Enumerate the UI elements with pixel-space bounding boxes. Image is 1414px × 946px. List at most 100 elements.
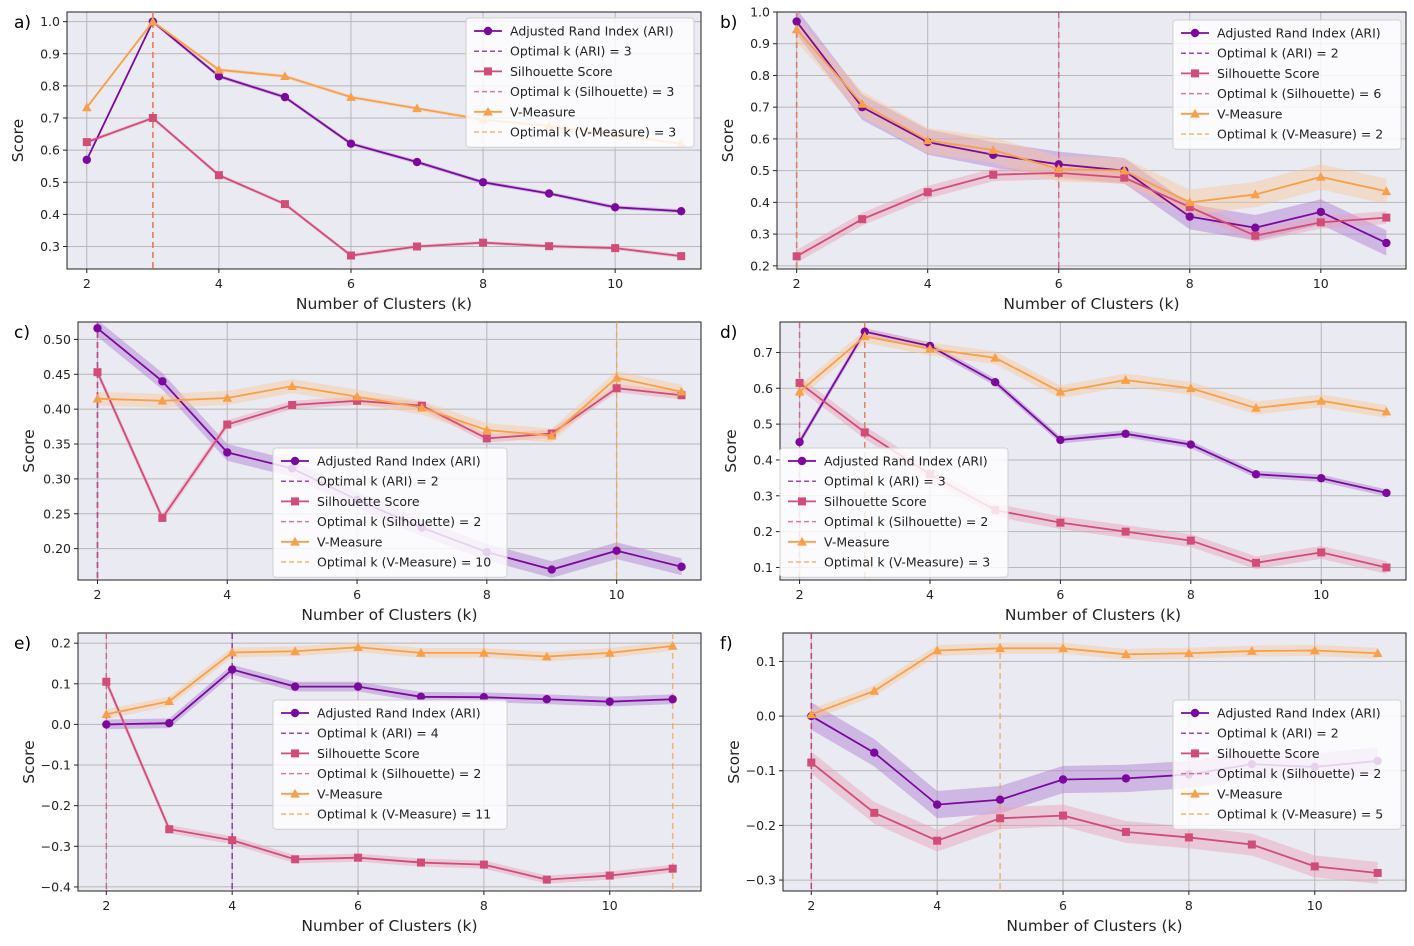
legend-marker-ari [290,456,300,466]
legend-label-ari: Adjusted Rand Index (ARI) [1217,26,1381,41]
data-point-sil [807,758,816,767]
data-point-sil [795,378,804,387]
data-point-vm [1184,197,1195,207]
x-axis-label: Number of Clusters (k) [301,606,477,624]
data-point-vm [1119,165,1130,175]
data-point-sil [353,396,362,405]
data-point-ari [792,17,801,26]
data-point-vm [227,647,237,657]
data-point-ari [544,189,554,198]
panel-label: d) [720,323,737,343]
x-tick-label: 4 [926,587,934,602]
data-point-vm [1381,186,1392,196]
data-point-ari [82,155,92,164]
series-line-vm [97,376,682,437]
panel-e: e) 2 4 6 8 10 −0.4 −0.3 −0.2 −0.1 0.0 0.1 0.2 Number … [14,632,702,935]
y-tick-label: 0.2 [753,524,773,539]
panel-label: b) [720,13,737,33]
data-point-ari [214,72,224,81]
data-point-sil [996,814,1005,823]
y-tick-label: 0.4 [750,195,770,210]
data-point-sil [1382,563,1391,572]
data-point-sil [1316,218,1325,227]
data-point-ari [223,448,232,457]
x-tick-label: 6 [347,276,355,291]
data-point-vm [932,645,942,655]
y-axis-label: Score [20,740,38,783]
x-axis-label: Number of Clusters (k) [1003,295,1179,313]
x-tick-label: 8 [479,276,487,291]
x-axis-label: Number of Clusters (k) [301,917,477,935]
data-point-vm [148,16,158,26]
legend-label-optimal-vm: Optimal k (V-Measure) = 3 [510,125,676,140]
band-vm [106,641,673,720]
data-point-sil [870,808,879,817]
data-point-ari [990,378,1000,387]
axes-frame [66,11,702,270]
data-point-vm [546,430,557,440]
data-point-vm [412,103,422,113]
data-point-vm [1372,648,1383,658]
data-point-vm [214,64,224,74]
y-tick-label: 0.1 [51,676,71,691]
y-tick-label: 1.0 [750,5,770,20]
data-point-ari [610,203,620,212]
data-point-sil [1186,536,1195,545]
legend: Adjusted Rand Index (ARI) Optimal k (ARI)… [1172,699,1402,830]
legend-label-vm: V-Measure [1217,786,1283,801]
x-tick-label: 10 [609,587,625,602]
data-point-ari [412,157,422,167]
panel-f: f) 2 4 6 8 10 −0.3 −0.2 −0.1 0.0 0.1 Number of Clus… [720,632,1407,935]
x-tick-label: 8 [480,898,488,913]
y-tick-label: 0.40 [43,402,71,417]
y-tick-label: 0.7 [753,345,773,360]
data-point-sil [165,825,174,834]
x-axis-label: Number of Clusters (k) [1006,917,1182,935]
data-point-vm [1055,386,1066,396]
data-point-sil [82,138,91,147]
y-tick-label: 0.4 [753,452,773,467]
data-point-sil [482,434,491,443]
legend-label-ari: Adjusted Rand Index (ARI) [1217,706,1381,721]
data-point-vm [290,646,300,656]
data-point-ari [479,692,489,702]
data-point-vm [92,393,103,403]
data-point-ari [1382,488,1391,498]
legend: Adjusted Rand Index (ARI) Optimal k (ARI)… [272,447,508,578]
data-point-vm [794,386,805,396]
data-point-vm [157,395,168,405]
data-point-ari [676,206,686,216]
legend-box [1172,19,1402,150]
data-point-sil [158,513,167,522]
data-point-ari [1058,775,1068,784]
band-sil [811,751,1378,884]
legend-label-optimal-sil: Optimal k (Silhouette) = 6 [1217,86,1381,101]
y-tick-label: 1.0 [40,14,60,29]
y-tick-label: 0.5 [753,417,773,432]
x-axis-label: Number of Clusters (k) [296,295,472,313]
legend-label-optimal-ari: Optimal k (ARI) = 2 [1217,726,1339,741]
data-point-vm [1316,395,1327,405]
legend-label-optimal-ari: Optimal k (ARI) = 2 [317,474,439,489]
series-line-ari [106,668,673,726]
band-vm [97,370,682,443]
data-point-ari [605,697,614,706]
legend: Adjusted Rand Index (ARI) Optimal k (ARI)… [1172,19,1402,150]
legend-label-optimal-ari: Optimal k (ARI) = 3 [510,44,632,59]
legend-label-ari: Adjusted Rand Index (ARI) [510,24,674,39]
legend-marker-sil [1191,69,1199,78]
data-point-sil [611,244,620,253]
axes-frame [77,321,702,581]
x-tick-label: 2 [102,898,110,913]
legend-label-optimal-vm: Optimal k (V-Measure) = 11 [317,807,491,822]
data-point-vm [791,24,802,34]
data-point-sil [542,875,551,884]
x-tick-label: 10 [607,276,623,291]
data-point-ari [478,178,488,187]
legend-marker-vm [290,788,300,798]
band-sil [796,166,1387,263]
data-point-ari [280,92,290,102]
data-point-ari [542,695,552,704]
y-tick-label: −0.3 [746,873,776,888]
data-point-sil [1121,527,1130,536]
